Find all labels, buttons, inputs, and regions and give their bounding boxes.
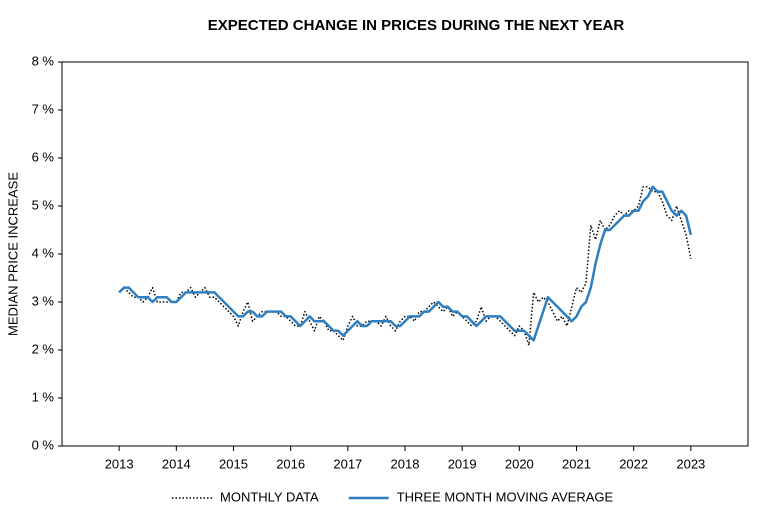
x-tick-label: 2015 — [219, 456, 248, 471]
series-line — [118, 185, 693, 342]
x-tick-label: 2018 — [391, 456, 420, 471]
x-tick-label: 2023 — [676, 456, 705, 471]
x-tick-label: 2014 — [162, 456, 191, 471]
y-tick-label: 8 % — [32, 53, 55, 68]
y-tick-label: 3 % — [32, 293, 55, 308]
x-tick-label: 2017 — [333, 456, 362, 471]
y-tick-label: 1 % — [32, 389, 55, 404]
y-axis-label: MEDIAN PRICE INCREASE — [5, 172, 20, 336]
y-tick-label: 7 % — [32, 101, 55, 116]
x-tick-label: 2016 — [276, 456, 305, 471]
x-tick-label: 2021 — [562, 456, 591, 471]
plot-frame — [61, 61, 749, 447]
series-line — [118, 186, 692, 346]
y-tick-label: 6 % — [32, 149, 55, 164]
legend-label: MONTHLY DATA — [220, 489, 319, 504]
x-tick-label: 2020 — [505, 456, 534, 471]
y-tick-label: 5 % — [32, 197, 55, 212]
x-tick-label: 2013 — [105, 456, 134, 471]
chart-title: EXPECTED CHANGE IN PRICES DURING THE NEX… — [208, 17, 625, 34]
x-tick-label: 2019 — [448, 456, 477, 471]
y-tick-label: 4 % — [32, 245, 55, 260]
y-tick-label: 0 % — [32, 437, 55, 452]
legend-label: THREE MONTH MOVING AVERAGE — [397, 489, 614, 504]
x-tick-label: 2022 — [619, 456, 648, 471]
y-tick-label: 2 % — [32, 341, 55, 356]
